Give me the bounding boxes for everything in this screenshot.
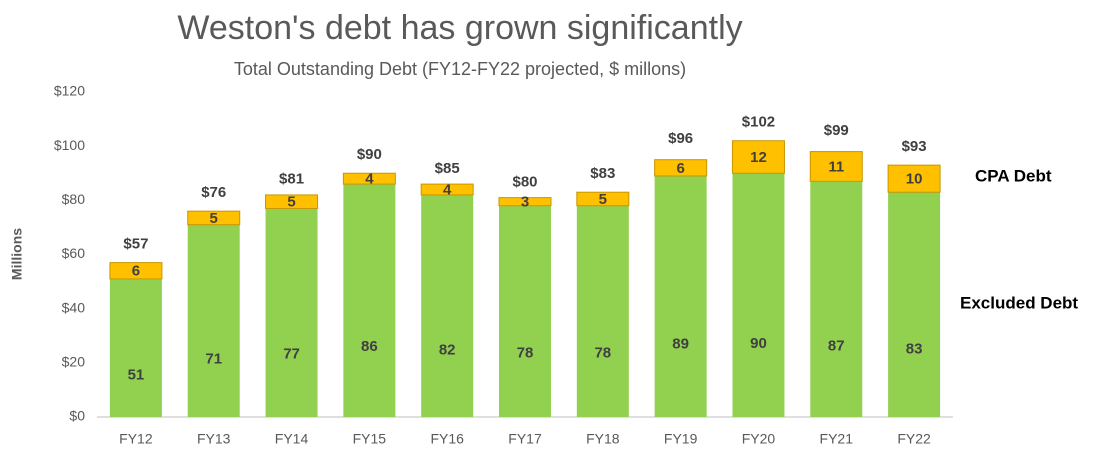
total-label: $76 bbox=[201, 184, 226, 201]
data-label: 4 bbox=[365, 171, 374, 188]
chart-title: Weston's debt has grown significantly bbox=[177, 9, 742, 47]
bar-segment bbox=[343, 184, 396, 417]
data-label: 87 bbox=[828, 337, 845, 354]
data-label: 86 bbox=[361, 338, 378, 355]
bar-segment bbox=[731, 140, 785, 174]
data-label: 89 bbox=[672, 336, 689, 353]
total-label: $102 bbox=[742, 114, 775, 131]
bar-segment bbox=[887, 164, 941, 193]
y-tick-label: $20 bbox=[62, 354, 86, 370]
bar-segment bbox=[265, 194, 319, 209]
data-label: 90 bbox=[750, 335, 767, 352]
bar-segment bbox=[420, 183, 474, 196]
data-label: 3 bbox=[521, 194, 529, 211]
bar-segment bbox=[421, 194, 474, 417]
legend-label: CPA Debt bbox=[975, 166, 1052, 185]
bar-segment bbox=[809, 151, 863, 182]
x-tick-label: FY21 bbox=[820, 431, 854, 447]
bar-segment bbox=[654, 159, 708, 177]
y-tick-label: $120 bbox=[54, 83, 85, 99]
bar-segment bbox=[187, 224, 240, 417]
bar-segment bbox=[576, 205, 629, 417]
bar-segment bbox=[732, 173, 785, 417]
data-label: 51 bbox=[128, 367, 145, 384]
total-label: $96 bbox=[668, 130, 693, 147]
bar-segment bbox=[888, 192, 941, 417]
total-label: $83 bbox=[590, 165, 615, 182]
total-label: $90 bbox=[357, 146, 382, 163]
y-tick-label: $80 bbox=[62, 191, 86, 207]
x-tick-label: FY22 bbox=[897, 431, 931, 447]
total-label: $57 bbox=[123, 236, 148, 253]
x-tick-label: FY15 bbox=[353, 431, 387, 447]
data-label: 11 bbox=[828, 158, 844, 175]
data-label: 6 bbox=[132, 263, 140, 280]
total-label: $85 bbox=[435, 160, 460, 177]
y-tick-label: $0 bbox=[69, 408, 85, 424]
total-label: $80 bbox=[512, 173, 537, 190]
y-tick-label: $60 bbox=[62, 245, 86, 261]
data-label: 83 bbox=[906, 341, 923, 358]
data-label: 5 bbox=[287, 194, 295, 211]
x-tick-label: FY18 bbox=[586, 431, 620, 447]
x-tick-label: FY19 bbox=[664, 431, 698, 447]
bar-segment bbox=[187, 210, 241, 226]
bar-segment bbox=[109, 262, 163, 280]
bar-segment bbox=[498, 197, 552, 207]
x-tick-label: FY12 bbox=[119, 431, 153, 447]
data-label: 10 bbox=[906, 171, 923, 188]
chart-subtitle: Total Outstanding Debt (FY12-FY22 projec… bbox=[234, 59, 686, 79]
x-tick-label: FY13 bbox=[197, 431, 231, 447]
y-tick-label: $100 bbox=[54, 137, 85, 153]
data-label: 77 bbox=[283, 345, 300, 362]
data-label: 78 bbox=[594, 345, 611, 362]
x-tick-label: FY16 bbox=[430, 431, 464, 447]
bar-segment bbox=[109, 278, 162, 417]
y-tick-label: $40 bbox=[62, 299, 86, 315]
legend-label: Excluded Debt bbox=[960, 293, 1078, 312]
data-label: 82 bbox=[439, 341, 456, 358]
bar-segment bbox=[499, 205, 551, 417]
bar-segment bbox=[576, 191, 630, 207]
total-label: $99 bbox=[824, 122, 849, 139]
bar-segment bbox=[654, 175, 707, 417]
total-label: $81 bbox=[279, 171, 304, 188]
data-label: 6 bbox=[676, 160, 684, 177]
x-tick-label: FY20 bbox=[742, 431, 776, 447]
data-label: 5 bbox=[599, 191, 607, 208]
x-tick-label: FY17 bbox=[508, 431, 542, 447]
data-label: 4 bbox=[443, 181, 452, 198]
x-tick-label: FY14 bbox=[275, 431, 309, 447]
y-axis-label: Millions bbox=[9, 228, 25, 280]
data-label: 78 bbox=[517, 345, 534, 362]
bar-segment bbox=[342, 172, 396, 185]
data-label: 12 bbox=[750, 149, 767, 166]
data-label: 71 bbox=[205, 350, 222, 367]
data-label: 5 bbox=[210, 210, 218, 227]
bar-segment bbox=[265, 208, 318, 417]
bar-segment bbox=[810, 181, 863, 417]
total-label: $93 bbox=[902, 138, 927, 155]
